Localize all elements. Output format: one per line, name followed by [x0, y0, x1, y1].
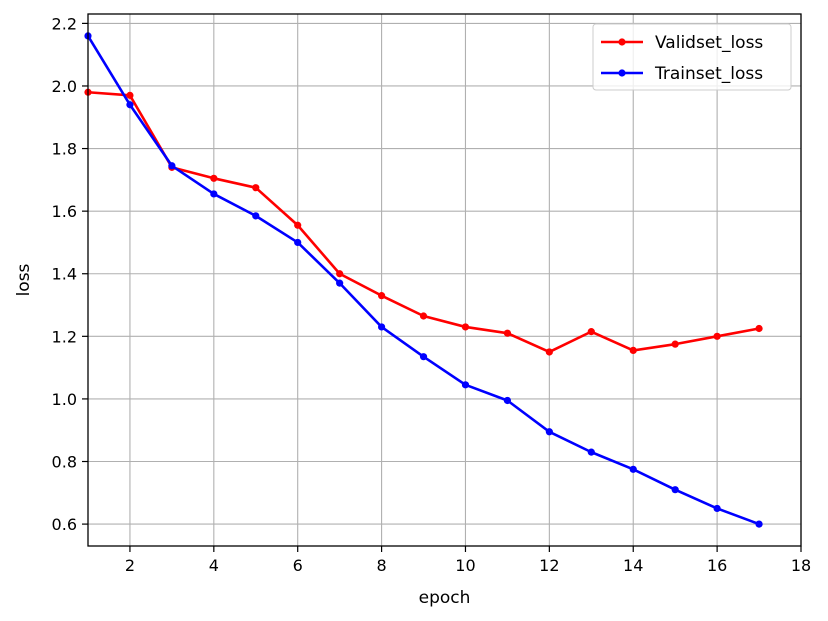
legend-label: Trainset_loss	[654, 64, 763, 84]
x-tick-label: 10	[455, 556, 475, 575]
y-axis-label: loss	[14, 263, 34, 296]
data-point	[713, 504, 721, 513]
data-point	[377, 323, 386, 331]
series-layer	[84, 32, 763, 528]
x-tick-label: 2	[125, 556, 135, 575]
y-tick-label: 2.0	[52, 77, 77, 96]
data-point	[419, 312, 428, 320]
data-point	[713, 332, 721, 340]
series-line	[86, 35, 760, 526]
grid	[88, 14, 802, 546]
legend-entry: Trainset_loss	[601, 64, 763, 84]
data-point	[461, 381, 470, 389]
data-point	[503, 329, 512, 337]
legend: Validset_loss Trainset_loss	[592, 23, 792, 91]
data-point	[168, 162, 176, 170]
x-tick-label: 12	[539, 556, 559, 575]
y-tick-label: 0.6	[52, 515, 77, 534]
x-axis-ticks: 2 4 6 8 10 12 14 16 18	[125, 546, 811, 575]
y-tick-label: 1.8	[52, 140, 77, 159]
data-point	[503, 396, 512, 405]
y-tick-label: 1.0	[52, 390, 77, 409]
series-trainset-loss	[84, 32, 763, 528]
data-point	[294, 221, 302, 229]
series-validset-loss	[84, 88, 763, 356]
x-tick-label: 4	[209, 556, 219, 575]
data-point	[629, 346, 637, 355]
data-point	[336, 270, 344, 278]
data-point	[126, 91, 134, 99]
data-point	[377, 292, 386, 300]
y-tick-label: 0.8	[52, 453, 77, 472]
y-tick-label: 1.6	[52, 202, 77, 221]
legend-swatch-marker	[618, 69, 626, 77]
x-tick-label: 14	[623, 556, 643, 575]
data-point	[755, 520, 763, 528]
legend-swatch-marker	[618, 38, 626, 46]
data-point	[545, 428, 553, 436]
data-point	[252, 212, 260, 220]
x-tick-label: 18	[791, 556, 811, 575]
data-point	[126, 101, 134, 109]
data-point	[336, 279, 344, 287]
data-point	[294, 238, 302, 247]
data-point	[252, 184, 260, 192]
data-point	[210, 190, 218, 198]
data-point	[671, 340, 679, 348]
data-point	[629, 465, 637, 473]
data-point	[671, 486, 679, 494]
data-point	[461, 323, 470, 331]
data-point	[545, 348, 553, 356]
y-tick-label: 1.4	[52, 265, 77, 284]
legend-entry: Validset_loss	[601, 33, 763, 53]
x-tick-label: 8	[376, 556, 386, 575]
data-point	[755, 324, 763, 333]
x-axis-label: epoch	[419, 588, 471, 608]
x-tick-label: 6	[293, 556, 303, 575]
y-tick-label: 1.2	[52, 327, 77, 346]
plot-frame	[87, 13, 802, 547]
x-tick-label: 16	[707, 556, 727, 575]
legend-label: Validset_loss	[655, 33, 763, 53]
data-point	[419, 353, 428, 361]
y-axis-ticks: 0.6 0.8 1.0 1.2 1.4 1.6 1.8 2.0 2.2	[52, 14, 88, 534]
data-point	[587, 328, 595, 336]
y-tick-label: 2.2	[52, 14, 77, 33]
data-point	[587, 448, 595, 456]
data-point	[210, 174, 218, 182]
